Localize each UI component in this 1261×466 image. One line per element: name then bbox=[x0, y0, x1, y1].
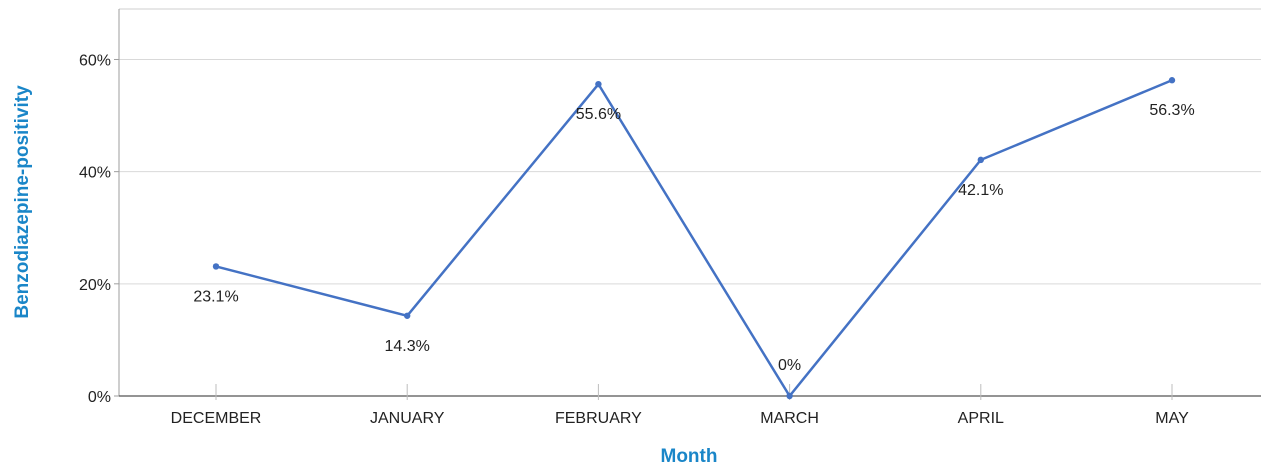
data-label: 55.6% bbox=[576, 106, 621, 123]
x-tick-label: MAY bbox=[1155, 410, 1189, 427]
y-tick-label: 60% bbox=[79, 52, 111, 69]
data-label: 14.3% bbox=[385, 338, 430, 355]
data-label: 23.1% bbox=[193, 288, 238, 305]
data-label: 0% bbox=[778, 357, 801, 374]
data-point bbox=[786, 392, 793, 400]
data-point bbox=[212, 263, 220, 270]
y-axis-title: Benzodiazepine-positivity bbox=[12, 85, 33, 319]
data-point bbox=[595, 80, 602, 88]
series-layer bbox=[212, 77, 1176, 400]
x-tick-label: MARCH bbox=[760, 410, 819, 427]
data-label: 56.3% bbox=[1149, 102, 1194, 119]
y-tick-label: 20% bbox=[79, 277, 111, 294]
data-label: 42.1% bbox=[958, 182, 1003, 199]
axes bbox=[118, 8, 1261, 397]
data-point bbox=[404, 312, 411, 319]
y-tick-label: 40% bbox=[79, 165, 111, 182]
data-labels: 23.1% 14.3% 55.6% 0% 42.1% 56.3% bbox=[193, 102, 1194, 374]
series-line bbox=[215, 79, 1173, 398]
x-tick-label: APRIL bbox=[958, 410, 1004, 427]
x-tick-label: FEBRUARY bbox=[555, 410, 642, 427]
x-axis-ticks: DECEMBER JANUARY FEBRUARY MARCH APRIL MAY bbox=[171, 384, 1189, 427]
y-tick-label: 0% bbox=[88, 389, 111, 406]
x-tick-label: JANUARY bbox=[370, 410, 445, 427]
x-tick-label: DECEMBER bbox=[171, 410, 262, 427]
y-axis-ticks: 0% 20% 40% 60% bbox=[79, 52, 119, 406]
data-point bbox=[977, 156, 984, 164]
data-point bbox=[1168, 77, 1176, 84]
x-axis-title: Month bbox=[661, 446, 718, 466]
grid-lines bbox=[119, 58, 1261, 285]
